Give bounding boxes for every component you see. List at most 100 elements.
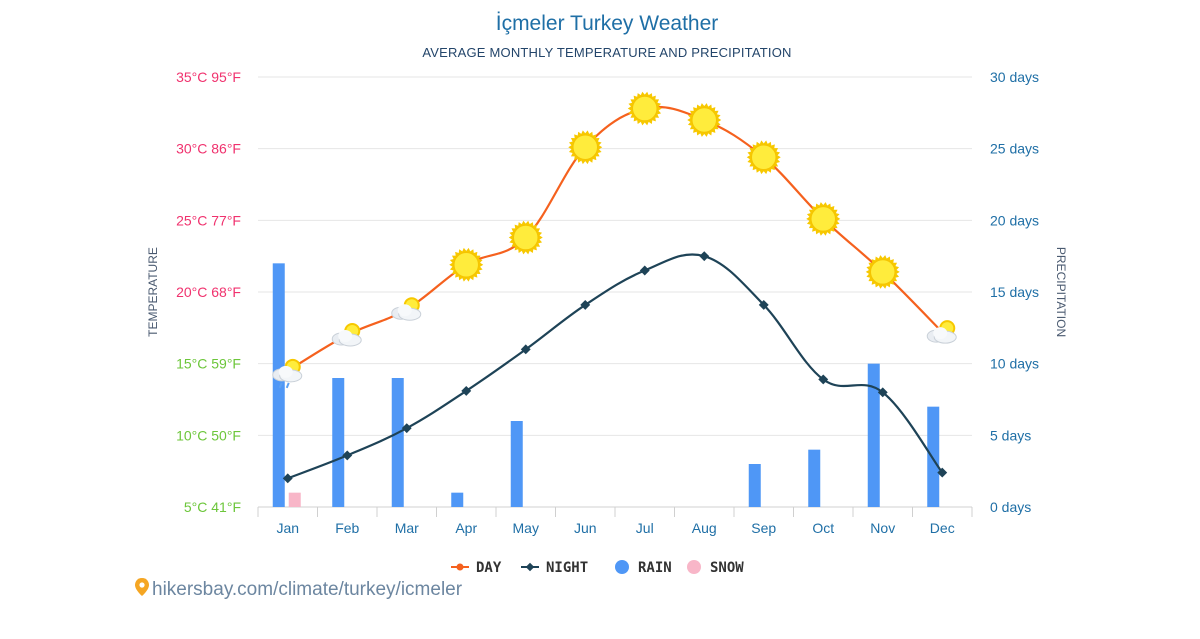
precipitation-bars	[272, 263, 940, 507]
month-label: Jul	[636, 520, 654, 536]
legend-label: NIGHT	[546, 560, 588, 576]
precipitation-tick-label: 15 days	[990, 284, 1039, 300]
legend: DAY NIGHT RAIN SNOW	[451, 560, 744, 576]
night-point	[282, 473, 293, 484]
night-point	[758, 299, 769, 310]
gridlines	[257, 76, 973, 517]
chart-title: İçmeler Turkey Weather	[496, 12, 719, 35]
temperature-axis-title: TEMPERATURE	[146, 247, 160, 337]
legend-day-dot	[456, 563, 464, 571]
rain-bar	[748, 464, 761, 507]
legend-rain-dot	[615, 560, 629, 574]
night-point	[937, 467, 948, 478]
sun-icon	[746, 140, 781, 175]
cloud-puff	[397, 304, 412, 317]
sun-core	[691, 107, 717, 133]
precipitation-axis-ticks: 30 days 25 days 20 days 15 days 10 days 5 day…	[990, 69, 1039, 515]
rain-bar	[272, 263, 285, 507]
temperature-tick-label: 10°C 50°F	[176, 427, 241, 443]
month-label: Nov	[870, 520, 895, 536]
cloud-puff	[933, 327, 948, 340]
month-label: Feb	[335, 520, 359, 536]
night-line	[287, 253, 944, 480]
night-point	[342, 450, 353, 461]
night-series	[282, 251, 948, 484]
sun-icon	[806, 202, 841, 236]
precipitation-tick-label: 10 days	[990, 356, 1039, 372]
precipitation-tick-label: 25 days	[990, 141, 1039, 157]
legend-snow-dot	[687, 560, 701, 574]
month-label: Apr	[455, 520, 477, 536]
cloud-puff	[338, 330, 353, 342]
month-label: May	[513, 520, 539, 536]
legend-item: RAIN	[615, 560, 672, 576]
month-label: Mar	[395, 520, 419, 536]
sun-core	[632, 95, 658, 122]
source-link[interactable]: hikersbay.com/climate/turkey/icmeler	[135, 578, 463, 600]
rain-bar	[332, 378, 345, 507]
month-label: Dec	[930, 520, 955, 536]
sun-core	[870, 259, 896, 285]
chart-subtitle: AVERAGE MONTHLY TEMPERATURE AND PRECIPIT…	[422, 45, 791, 60]
temperature-tick-label: 5°C 41°F	[184, 499, 241, 515]
weather-icons	[272, 91, 957, 389]
rain-bar	[510, 421, 523, 507]
night-point	[877, 387, 888, 398]
temperature-axis-ticks: 35°C 95°F 30°C 86°F 25°C 77°F 20°C 68°F 15°C…	[176, 69, 241, 515]
night-point	[520, 344, 531, 355]
snow-bar	[288, 492, 301, 507]
legend-label: DAY	[476, 560, 502, 576]
sun-core	[572, 134, 598, 160]
temperature-tick-label: 35°C 95°F	[176, 69, 241, 85]
temperature-tick-label: 30°C 86°F	[176, 141, 241, 157]
month-label: Aug	[692, 520, 717, 536]
sun-core	[513, 224, 539, 251]
precipitation-tick-label: 5 days	[990, 427, 1031, 443]
legend-item: SNOW	[687, 560, 744, 576]
legend-night-dot	[525, 562, 535, 572]
night-point	[461, 385, 472, 396]
legend-item: NIGHT	[521, 560, 588, 576]
month-label: Jun	[574, 520, 597, 536]
night-point	[401, 423, 412, 434]
sun-icon	[508, 220, 543, 255]
temperature-tick-label: 20°C 68°F	[176, 284, 241, 300]
legend-label: SNOW	[710, 560, 744, 576]
sun-icon	[865, 255, 900, 289]
precipitation-axis-title: PRECIPITATION	[1054, 247, 1068, 337]
precipitation-tick-label: 30 days	[990, 69, 1039, 85]
month-label: Jan	[276, 520, 299, 536]
night-point	[699, 251, 710, 262]
sun-core	[453, 252, 479, 278]
rain-bar	[391, 378, 404, 507]
sun-icon	[449, 247, 484, 282]
rain-bar	[867, 363, 880, 507]
rain-bar	[451, 492, 464, 507]
rain-drop	[285, 382, 290, 389]
rain-bar	[808, 449, 821, 507]
map-pin-icon	[135, 578, 149, 596]
night-point	[580, 299, 591, 310]
cloud-puff	[278, 365, 293, 378]
night-point	[639, 265, 650, 276]
rain-bar	[927, 406, 940, 507]
temperature-tick-label: 15°C 59°F	[176, 356, 241, 372]
partly-cloudy-rain-icon	[272, 358, 303, 389]
sun-icon	[568, 130, 603, 165]
precipitation-tick-label: 20 days	[990, 212, 1039, 228]
rain-drop	[278, 382, 283, 389]
sun-core	[810, 206, 836, 232]
sun-icon	[687, 103, 722, 137]
temperature-tick-label: 25°C 77°F	[176, 212, 241, 228]
day-series	[287, 105, 944, 372]
partly-cloudy-icon	[331, 323, 362, 347]
month-label: Sep	[751, 520, 776, 536]
legend-label: RAIN	[638, 560, 672, 576]
partly-cloudy-icon	[926, 320, 957, 344]
day-line	[287, 105, 944, 372]
night-point	[818, 374, 829, 385]
legend-item: DAY	[451, 560, 502, 576]
source-url[interactable]: hikersbay.com/climate/turkey/icmeler	[152, 579, 463, 600]
precipitation-tick-label: 0 days	[990, 499, 1031, 515]
